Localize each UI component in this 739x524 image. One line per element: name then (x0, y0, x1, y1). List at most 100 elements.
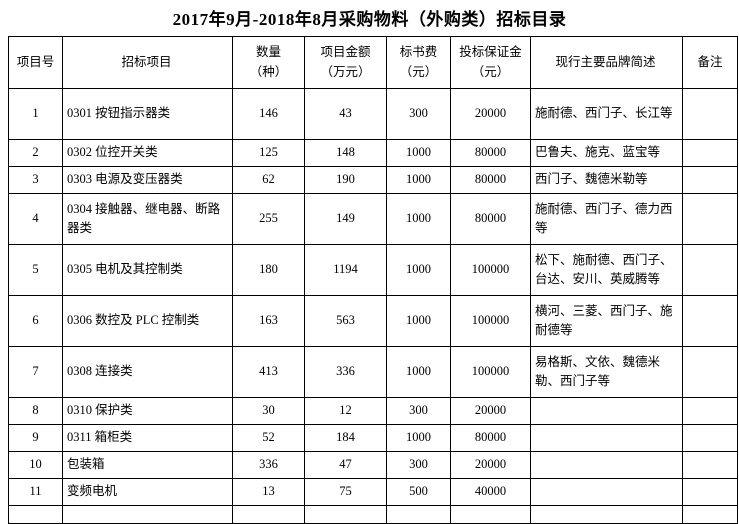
column-header-amount-label: 项目金额 (320, 45, 371, 60)
cell-item: 0310 保护类 (62, 397, 233, 425)
cell-amount: 43 (304, 88, 387, 140)
cell-no: 9 (8, 424, 63, 452)
cell-amount: 148 (304, 139, 387, 167)
cell-brand: 巴鲁夫、施克、蓝宝等 (530, 139, 683, 167)
cell-amount: 47 (304, 451, 387, 479)
table-row: 9 0311 箱柜类 52 184 1000 80000 (8, 424, 738, 452)
cell-amount: 149 (304, 193, 387, 245)
cell-fee: 1000 (386, 424, 451, 452)
column-header-qty-label: 数量 (255, 45, 281, 60)
table-row: 7 0308 连接类 413 336 1000 100000 易格斯、文依、魏德米勒、西门子… (8, 346, 738, 398)
cell-remark (682, 88, 738, 140)
cell-remark (682, 451, 738, 479)
column-header-qty-unit: （种） (249, 64, 288, 79)
cell-remark (682, 244, 738, 296)
cell-fee: 300 (386, 397, 451, 425)
cell-brand: 施耐德、西门子、德力西等 (530, 193, 683, 245)
cell-item: 0304 接触器、继电器、断路器类 (62, 193, 233, 245)
cell-remark (682, 397, 738, 425)
column-header-remark-label: 备注 (697, 54, 723, 69)
column-header-fee: 标书费 （元） (386, 36, 451, 89)
cell-brand: 西门子、魏德米勒等 (530, 166, 683, 194)
cell-remark (682, 478, 738, 506)
table-header-row: 项目号 招标项目 数量 （种） 项目金额 （万元） 标书费 (8, 36, 738, 89)
table-header: 项目号 招标项目 数量 （种） 项目金额 （万元） 标书费 (8, 36, 738, 89)
cell-item: 包装箱 (62, 451, 233, 479)
cell-deposit: 80000 (450, 139, 531, 167)
cell-fee: 300 (386, 88, 451, 140)
cell-fee: 1000 (386, 166, 451, 194)
document-page: 2017年9月-2018年8月采购物料（外购类）招标目录 项目号 招标项目 数量… (8, 10, 738, 524)
cell-no: 3 (8, 166, 63, 194)
cell-item: 0302 位控开关类 (62, 139, 233, 167)
cell-fee: 500 (386, 478, 451, 506)
cell-qty: 13 (232, 478, 305, 506)
column-header-fee-label: 标书费 (399, 45, 438, 60)
cell-amount: 190 (304, 166, 387, 194)
column-header-deposit: 投标保证金 （元） (450, 36, 531, 89)
cell-fee: 300 (386, 451, 451, 479)
cell-qty: 163 (232, 295, 305, 347)
table-row: 5 0305 电机及其控制类 180 1194 1000 100000 松下、施耐德、西门子… (8, 244, 738, 296)
table-row: 1 0301 按钮指示器类 146 43 300 20000 施耐德、西门子、长江等 (8, 88, 738, 140)
cell-no (8, 505, 63, 524)
cell-no: 1 (8, 88, 63, 140)
cell-no: 11 (8, 478, 63, 506)
table-row: 11 变频电机 13 75 500 40000 (8, 478, 738, 506)
table-row (8, 505, 738, 524)
cell-brand (530, 424, 683, 452)
column-header-item-label: 招标项目 (121, 54, 172, 69)
cell-amount: 1194 (304, 244, 387, 296)
cell-fee (386, 505, 451, 524)
column-header-deposit-unit: （元） (471, 64, 510, 79)
cell-fee: 1000 (386, 139, 451, 167)
cell-brand (530, 451, 683, 479)
cell-deposit: 80000 (450, 166, 531, 194)
cell-remark (682, 139, 738, 167)
cell-qty (232, 505, 305, 524)
table-body: 1 0301 按钮指示器类 146 43 300 20000 施耐德、西门子、长江等 2 030… (8, 88, 738, 524)
cell-qty: 180 (232, 244, 305, 296)
cell-remark (682, 295, 738, 347)
cell-qty: 146 (232, 88, 305, 140)
cell-remark (682, 505, 738, 524)
cell-amount: 12 (304, 397, 387, 425)
cell-fee: 1000 (386, 346, 451, 398)
cell-qty: 125 (232, 139, 305, 167)
column-header-brand: 现行主要品牌简述 (530, 36, 683, 89)
cell-remark (682, 166, 738, 194)
cell-remark (682, 424, 738, 452)
cell-fee: 1000 (386, 295, 451, 347)
table-row: 8 0310 保护类 30 12 300 20000 (8, 397, 738, 425)
cell-item: 0308 连接类 (62, 346, 233, 398)
cell-deposit: 20000 (450, 451, 531, 479)
column-header-amount-unit: （万元） (320, 64, 371, 79)
cell-no: 6 (8, 295, 63, 347)
cell-item: 0306 数控及 PLC 控制类 (62, 295, 233, 347)
cell-qty: 52 (232, 424, 305, 452)
cell-item: 变频电机 (62, 478, 233, 506)
cell-fee: 1000 (386, 244, 451, 296)
catalog-table-wrapper: 项目号 招标项目 数量 （种） 项目金额 （万元） 标书费 (8, 36, 738, 524)
cell-deposit: 100000 (450, 346, 531, 398)
cell-fee: 1000 (386, 193, 451, 245)
cell-no: 10 (8, 451, 63, 479)
cell-item: 0311 箱柜类 (62, 424, 233, 452)
table-row: 3 0303 电源及变压器类 62 190 1000 80000 西门子、魏德米勒等 (8, 166, 738, 194)
cell-deposit: 40000 (450, 478, 531, 506)
cell-qty: 62 (232, 166, 305, 194)
cell-remark (682, 193, 738, 245)
column-header-deposit-label: 投标保证金 (459, 45, 522, 60)
column-header-qty: 数量 （种） (232, 36, 305, 89)
cell-qty: 413 (232, 346, 305, 398)
cell-deposit: 100000 (450, 244, 531, 296)
table-row: 2 0302 位控开关类 125 148 1000 80000 巴鲁夫、施克、蓝宝等 (8, 139, 738, 167)
cell-remark (682, 346, 738, 398)
cell-qty: 255 (232, 193, 305, 245)
cell-item: 0303 电源及变压器类 (62, 166, 233, 194)
cell-no: 7 (8, 346, 63, 398)
column-header-brand-label: 现行主要品牌简述 (555, 54, 656, 69)
cell-no: 4 (8, 193, 63, 245)
column-header-fee-unit: （元） (399, 64, 438, 79)
column-header-no: 项目号 (8, 36, 63, 89)
